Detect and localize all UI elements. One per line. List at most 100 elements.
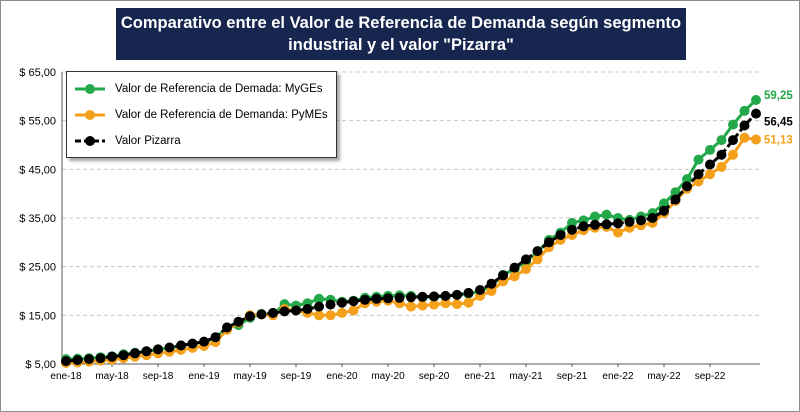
x-tick-label: may-18 — [95, 371, 129, 382]
data-point-1 — [337, 307, 347, 318]
x-tick-label: may-19 — [233, 371, 267, 382]
data-point-1 — [751, 134, 761, 145]
x-tick-label: ene-21 — [464, 371, 496, 382]
end-value-label-0: 59,25 — [764, 90, 793, 102]
data-point-2 — [107, 351, 117, 362]
data-point-1 — [348, 305, 359, 316]
data-point-2 — [705, 159, 715, 170]
data-point-1 — [521, 264, 531, 275]
data-point-2 — [509, 262, 520, 273]
data-point-2 — [463, 287, 474, 298]
data-point-2 — [682, 181, 692, 192]
data-point-0 — [751, 95, 761, 105]
data-point-1 — [417, 300, 428, 311]
data-point-2 — [601, 219, 612, 230]
end-value-label-2: 56,45 — [764, 117, 793, 129]
data-point-2 — [61, 356, 71, 367]
data-point-2 — [210, 332, 221, 343]
data-point-0 — [659, 198, 669, 209]
data-point-2 — [429, 291, 439, 302]
x-tick-label: sep-22 — [695, 371, 726, 382]
legend-swatch-mygess — [75, 84, 105, 94]
data-point-2 — [406, 292, 416, 303]
data-point-2 — [486, 278, 497, 289]
data-point-2 — [348, 296, 359, 307]
x-tick-label: sep-18 — [143, 371, 174, 382]
data-point-2 — [245, 311, 255, 322]
y-tick-label: $ 45,00 — [19, 164, 56, 176]
data-point-2 — [325, 299, 336, 310]
data-point-2 — [728, 135, 738, 146]
data-point-2 — [647, 213, 658, 223]
data-point-1 — [314, 310, 324, 321]
data-point-1 — [509, 271, 520, 282]
data-point-2 — [544, 237, 554, 248]
data-point-2 — [176, 340, 186, 351]
data-point-2 — [751, 108, 761, 119]
chart-title-line1: Comparativo entre el Valor de Referencia… — [120, 14, 682, 32]
data-point-2 — [118, 350, 129, 361]
data-point-2 — [302, 304, 313, 314]
data-point-1 — [613, 227, 623, 238]
chart-title: Comparativo entre el Valor de Referencia… — [116, 8, 686, 60]
data-point-2 — [256, 309, 267, 320]
data-point-2 — [84, 354, 94, 365]
x-tick-label: sep-20 — [419, 371, 450, 382]
data-point-1 — [739, 132, 750, 143]
y-tick-label: $ 15,00 — [19, 310, 56, 322]
data-point-0 — [682, 174, 692, 185]
data-point-1 — [705, 169, 715, 180]
y-tick-label: $ 65,00 — [19, 67, 56, 79]
x-tick-label: sep-19 — [281, 371, 312, 382]
y-tick-label: $ 35,00 — [19, 213, 56, 225]
data-point-2 — [222, 322, 232, 333]
data-point-2 — [72, 355, 83, 366]
x-tick-label: may-20 — [371, 371, 405, 382]
legend: Valor de Referencia de Demada: MyGEs Val… — [66, 71, 337, 158]
data-point-0 — [601, 209, 612, 220]
legend-item-pizarra: Valor Pizarra — [73, 131, 181, 151]
data-point-2 — [291, 305, 301, 316]
data-point-1 — [532, 254, 543, 265]
legend-swatch-pizarra — [75, 136, 105, 146]
data-point-2 — [153, 344, 163, 355]
data-point-1 — [440, 298, 451, 309]
data-point-2 — [337, 297, 347, 308]
data-point-0 — [728, 119, 738, 130]
data-point-2 — [279, 306, 290, 317]
data-point-2 — [452, 289, 462, 300]
legend-label-pizarra: Valor Pizarra — [115, 135, 181, 147]
legend-swatch-pymes — [75, 110, 105, 120]
data-point-2 — [590, 219, 600, 230]
data-point-2 — [187, 338, 198, 349]
data-point-2 — [130, 348, 140, 359]
y-tick-label: $ 25,00 — [19, 262, 56, 274]
x-tick-label: ene-19 — [188, 371, 220, 382]
x-tick-label: may-22 — [647, 371, 681, 382]
y-tick-label: $ 5,00 — [25, 359, 56, 371]
data-point-1 — [429, 299, 439, 310]
data-point-1 — [486, 286, 497, 296]
data-point-0 — [739, 105, 750, 116]
data-point-2 — [475, 285, 485, 295]
data-point-1 — [452, 299, 462, 310]
data-point-2 — [578, 221, 589, 232]
data-point-0 — [314, 293, 324, 304]
legend-label-pymes: Valor de Referencia de Demanda: PyMEs — [115, 109, 328, 121]
data-point-2 — [659, 205, 669, 216]
data-point-2 — [268, 307, 278, 318]
data-point-2 — [199, 336, 209, 347]
data-point-2 — [371, 293, 382, 304]
data-point-1 — [325, 310, 336, 321]
data-point-0 — [716, 135, 727, 146]
data-point-2 — [417, 291, 428, 302]
legend-item-pymes: Valor de Referencia de Demanda: PyMEs — [73, 105, 328, 125]
data-point-2 — [670, 194, 681, 205]
legend-label-mygess: Valor de Referencia de Demada: MyGEs — [115, 83, 323, 95]
x-tick-label: ene-22 — [602, 371, 634, 382]
data-point-1 — [716, 161, 727, 172]
data-point-2 — [716, 149, 727, 160]
x-tick-label: ene-20 — [326, 371, 358, 382]
data-point-0 — [693, 154, 704, 165]
